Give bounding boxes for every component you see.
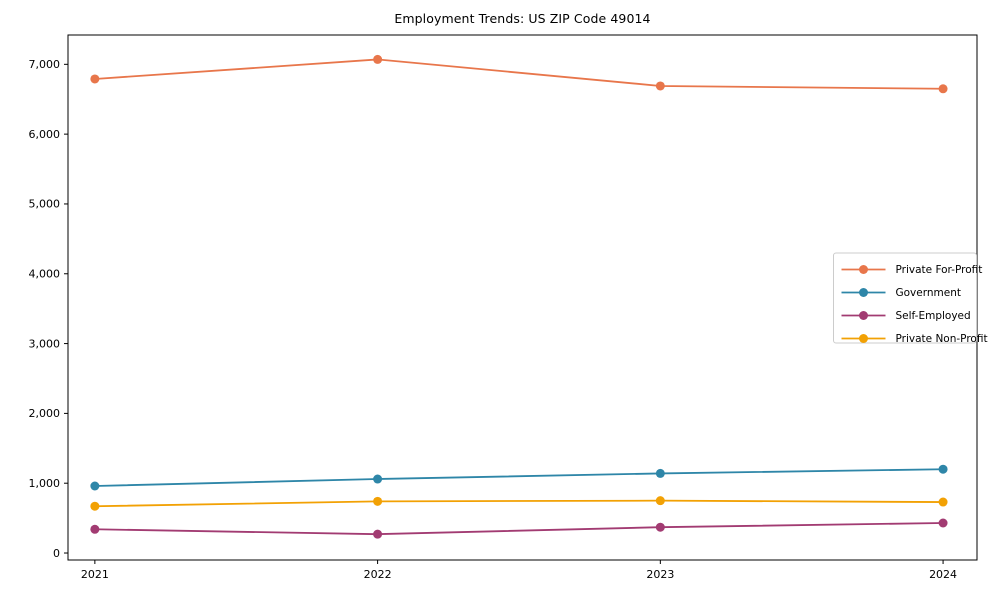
y-tick-label: 2,000: [29, 407, 61, 420]
data-point-government: [90, 481, 100, 491]
legend: Private For-Profit Government Self-Employe…: [833, 252, 988, 345]
legend-marker-self-employed: [859, 311, 868, 320]
y-tick-label: 4,000: [29, 268, 61, 281]
chart-title: Employment Trends: US ZIP Code 49014: [394, 11, 651, 26]
legend-label-private-for-profit: Private For-Profit: [896, 264, 983, 276]
line-series-private-for-profit: [94, 58, 944, 90]
y-tick-label: 6,000: [29, 128, 61, 141]
x-tick-label: 2023: [646, 568, 674, 581]
legend-marker-private-for-profit: [859, 265, 868, 274]
x-tick-label: 2024: [929, 568, 957, 581]
data-point-self-employed: [655, 522, 665, 532]
data-point-private-for-profit: [655, 81, 665, 91]
data-point-government: [373, 474, 383, 484]
data-point-private-non-profit: [373, 496, 383, 506]
y-tick-label: 5,000: [29, 198, 61, 211]
y-tick-label: 1,000: [29, 477, 61, 490]
plot-area: [67, 34, 978, 561]
line-series-government: [94, 468, 944, 487]
data-point-private-non-profit: [655, 496, 665, 506]
data-point-government: [938, 464, 948, 474]
data-point-private-non-profit: [938, 497, 948, 507]
data-point-private-non-profit: [90, 501, 100, 511]
legend-label-private-non-profit: Private Non-Profit: [896, 333, 988, 345]
line-series-private-non-profit: [94, 499, 944, 508]
legend-marker-government: [859, 288, 868, 297]
x-tick-label: 2022: [364, 568, 392, 581]
y-tick-label: 7,000: [29, 58, 61, 71]
legend-label-government: Government: [896, 287, 961, 299]
data-point-self-employed: [90, 524, 100, 534]
data-point-self-employed: [938, 518, 948, 528]
x-tick-label: 2021: [81, 568, 109, 581]
y-tick-label: 3,000: [29, 337, 61, 350]
line-series-self-employed: [94, 522, 944, 536]
legend-label-self-employed: Self-Employed: [896, 310, 971, 322]
legend-marker-private-non-profit: [859, 334, 868, 343]
data-point-private-for-profit: [373, 54, 383, 64]
data-point-private-for-profit: [938, 84, 948, 94]
y-tick-label: 0: [53, 547, 60, 560]
legend-box: [833, 252, 977, 344]
data-point-government: [655, 468, 665, 478]
data-point-self-employed: [373, 529, 383, 539]
data-point-private-for-profit: [90, 74, 100, 84]
